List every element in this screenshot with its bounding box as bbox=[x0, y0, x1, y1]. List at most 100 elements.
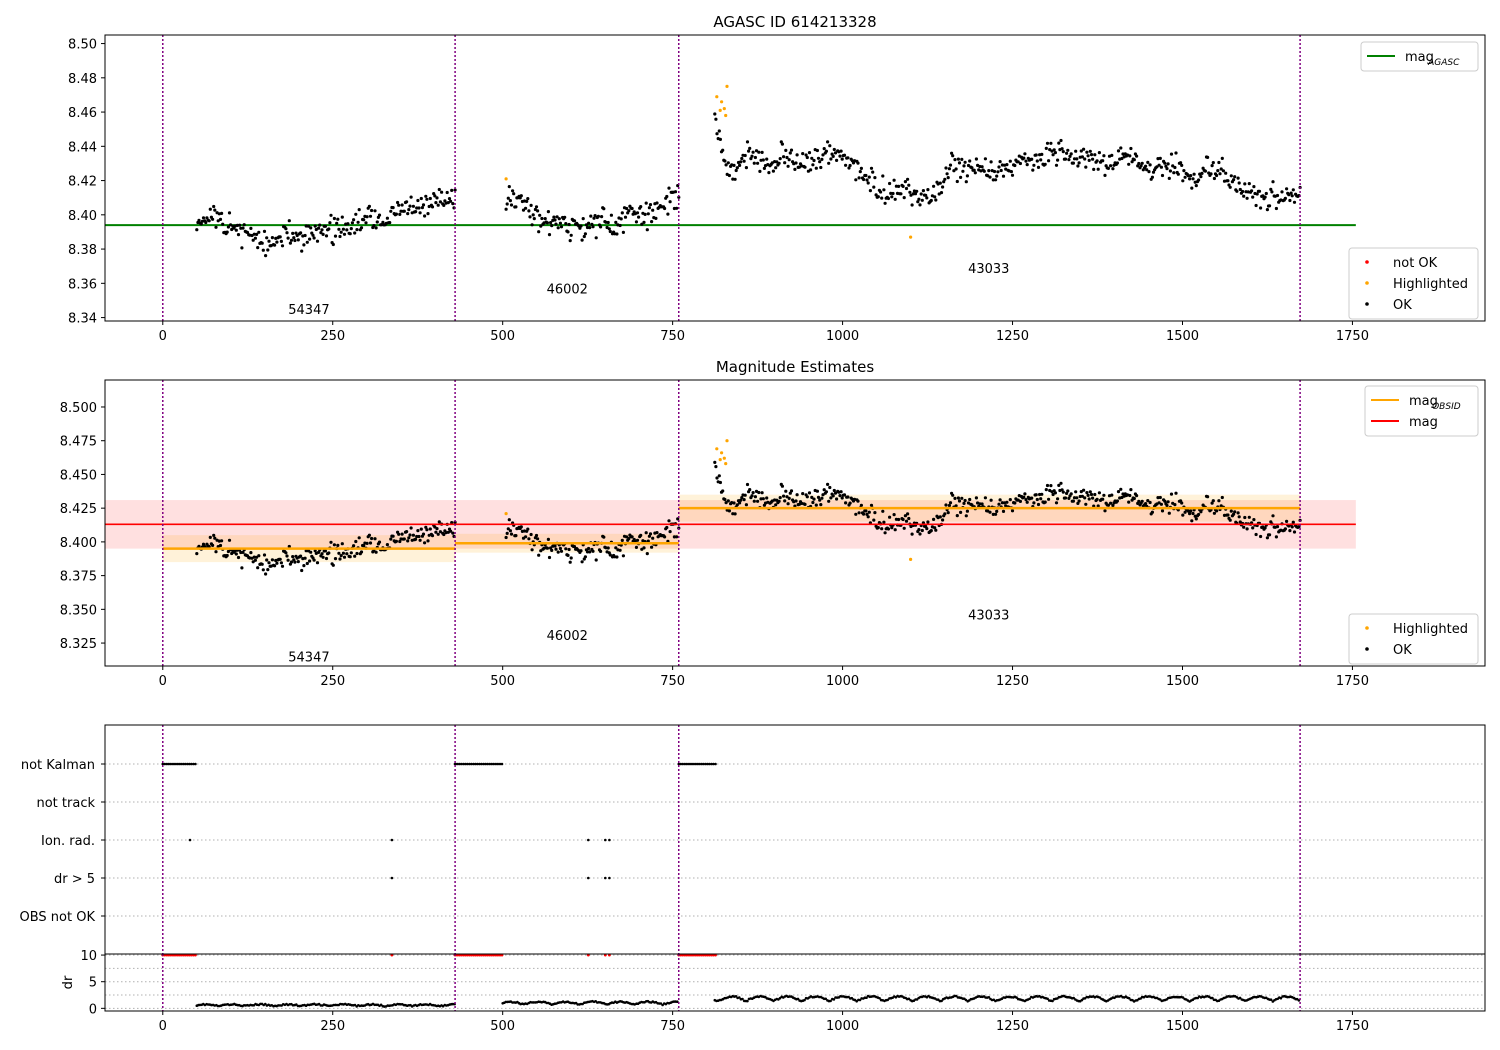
data-point bbox=[1039, 158, 1043, 162]
data-point bbox=[1032, 163, 1036, 167]
data-point bbox=[1051, 153, 1055, 157]
data-point bbox=[1030, 157, 1034, 161]
data-point bbox=[1051, 999, 1054, 1003]
data-point bbox=[512, 192, 516, 196]
data-point bbox=[1024, 159, 1028, 163]
data-point bbox=[1023, 152, 1027, 156]
data-point bbox=[336, 217, 340, 221]
data-point bbox=[596, 214, 601, 218]
data-point bbox=[1096, 504, 1100, 508]
data-point bbox=[871, 170, 875, 174]
data-point bbox=[1101, 159, 1105, 163]
data-point bbox=[1151, 170, 1156, 174]
data-point bbox=[1283, 196, 1287, 200]
data-point bbox=[505, 531, 509, 536]
data-point bbox=[695, 762, 699, 766]
data-point bbox=[1111, 167, 1115, 171]
data-point bbox=[381, 220, 385, 224]
x-tick-label: 1250 bbox=[996, 1019, 1029, 1034]
data-point bbox=[739, 498, 743, 502]
data-point bbox=[959, 175, 963, 179]
data-point bbox=[986, 174, 990, 178]
data-point bbox=[593, 214, 597, 218]
data-point bbox=[749, 157, 753, 161]
data-point bbox=[904, 186, 909, 191]
data-point bbox=[1025, 163, 1029, 167]
data-point bbox=[1197, 178, 1201, 182]
data-point bbox=[411, 204, 415, 208]
data-point bbox=[872, 185, 876, 189]
data-point bbox=[257, 230, 261, 234]
data-point bbox=[847, 166, 851, 170]
data-point bbox=[1283, 527, 1287, 531]
data-point bbox=[398, 212, 402, 216]
data-point bbox=[543, 217, 547, 221]
data-point bbox=[251, 238, 255, 242]
data-point bbox=[417, 534, 421, 539]
legend-dot-marker bbox=[1365, 302, 1369, 306]
data-point bbox=[1247, 182, 1251, 186]
data-point bbox=[455, 762, 459, 766]
data-point bbox=[587, 221, 591, 225]
data-point bbox=[368, 541, 373, 545]
data-point bbox=[1018, 161, 1023, 166]
data-point bbox=[584, 223, 589, 227]
x-tick-label: 250 bbox=[320, 329, 345, 344]
data-point bbox=[349, 551, 353, 555]
data-point bbox=[278, 557, 282, 561]
data-point bbox=[1056, 158, 1060, 162]
x-tick-label: 0 bbox=[159, 674, 167, 689]
data-point bbox=[1217, 499, 1221, 503]
data-point bbox=[1091, 157, 1095, 161]
data-point bbox=[1088, 149, 1092, 153]
data-point bbox=[1237, 181, 1241, 185]
data-point bbox=[933, 195, 937, 199]
data-point bbox=[951, 154, 955, 158]
data-point bbox=[953, 496, 957, 500]
data-point bbox=[1056, 497, 1060, 501]
data-point bbox=[558, 221, 563, 225]
x-tick-label: 0 bbox=[159, 329, 167, 344]
data-point bbox=[508, 529, 512, 533]
data-point bbox=[899, 192, 903, 196]
data-point bbox=[588, 550, 592, 554]
data-point bbox=[980, 165, 984, 169]
data-point bbox=[1074, 149, 1078, 153]
data-point bbox=[240, 566, 244, 570]
data-point bbox=[1220, 495, 1224, 500]
data-point bbox=[920, 198, 924, 202]
data-point bbox=[1046, 997, 1049, 1001]
y-tick-label: 8.375 bbox=[60, 570, 97, 585]
data-point bbox=[242, 223, 246, 227]
data-point bbox=[859, 503, 864, 507]
data-point bbox=[918, 532, 922, 536]
data-point bbox=[757, 150, 761, 154]
data-point bbox=[968, 159, 972, 163]
data-point bbox=[650, 220, 654, 224]
data-point bbox=[585, 550, 590, 554]
observation-label: 54347 bbox=[288, 303, 329, 318]
data-point bbox=[402, 537, 406, 541]
data-point bbox=[893, 528, 897, 532]
data-point bbox=[761, 497, 765, 501]
data-point bbox=[608, 876, 611, 880]
y-tick-label: 8.400 bbox=[60, 536, 97, 551]
data-point bbox=[1140, 161, 1144, 165]
data-point bbox=[902, 196, 906, 200]
data-point bbox=[761, 158, 765, 162]
data-point bbox=[803, 165, 807, 169]
data-point bbox=[1001, 174, 1006, 178]
data-point bbox=[267, 239, 271, 243]
data-point bbox=[1066, 489, 1070, 493]
data-point bbox=[1192, 172, 1196, 176]
data-point bbox=[1268, 533, 1272, 537]
data-point bbox=[1053, 491, 1057, 495]
data-point bbox=[554, 222, 558, 226]
data-point bbox=[225, 230, 229, 234]
data-point bbox=[545, 221, 550, 225]
data-point bbox=[530, 223, 534, 227]
data-point bbox=[494, 762, 498, 766]
data-point bbox=[583, 555, 588, 559]
data-point bbox=[507, 518, 511, 522]
